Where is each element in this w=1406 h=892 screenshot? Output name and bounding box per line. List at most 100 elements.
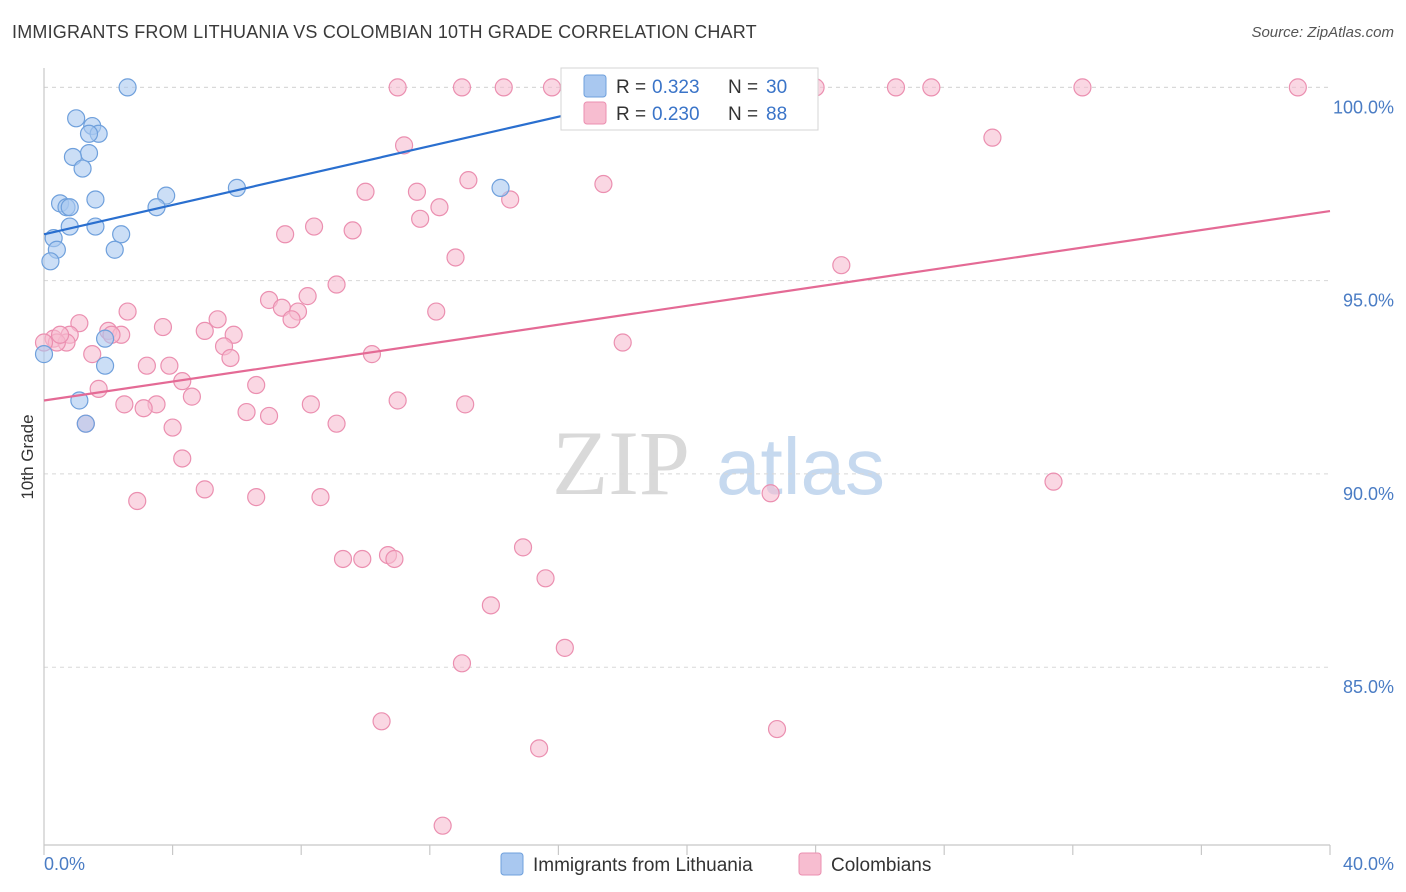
colombians-point-2: [494, 78, 513, 97]
colombians-point-66: [173, 449, 192, 468]
lithuania-point-25: [95, 356, 115, 375]
legend-r-value-colombians: 0.230: [652, 104, 700, 125]
lithuania-point-21: [105, 240, 124, 259]
colombians-point-19: [304, 217, 324, 236]
colombians-point-11: [983, 128, 1002, 147]
colombians-point-78: [536, 569, 555, 588]
colombians-point-50: [160, 356, 179, 375]
lithuania-point-10: [157, 186, 176, 205]
legend-n-value-lithuania: 30: [766, 77, 787, 98]
colombians-point-18: [411, 209, 430, 228]
colombians-point-79: [481, 596, 500, 615]
colombians-point-72: [761, 484, 780, 503]
colombians-point-73: [513, 538, 533, 557]
legend-n-label-colombians: N =: [728, 104, 758, 125]
colombians-point-24: [327, 275, 346, 294]
legend-r-value-lithuania: 0.323: [652, 77, 700, 98]
y-tick-label-95: 95.0%: [1343, 291, 1394, 311]
lithuania-point-1: [67, 109, 86, 128]
colombians-point-1: [452, 78, 472, 97]
lithuania-point-5: [79, 144, 99, 163]
colombians-trend-line: [43, 209, 1331, 402]
colombians-point-3: [542, 78, 562, 97]
legend-n-value-colombians: 88: [766, 104, 787, 125]
colombians-point-63: [327, 414, 346, 433]
colombians-point-7: [922, 78, 941, 97]
colombians-point-23: [832, 256, 851, 275]
colombians-point-31: [282, 310, 301, 329]
legend-r-label-colombians: R =: [616, 104, 646, 125]
colombians-point-8: [1073, 78, 1092, 97]
colombians-point-62: [259, 406, 279, 426]
bottom-legend-label-lithuania: Immigrants from Lithuania: [533, 855, 753, 876]
lithuania-point-14: [60, 198, 79, 217]
colombians-point-74: [333, 549, 353, 569]
colombians-point-39: [224, 325, 243, 344]
colombians-point-10: [394, 136, 414, 155]
colombians-point-80: [555, 638, 574, 657]
lithuania-points: [34, 78, 674, 433]
colombians-point-87: [50, 325, 70, 344]
legend-swatch-lithuania: [583, 74, 607, 98]
bottom-legend-swatch-lithuania: [500, 852, 524, 876]
colombians-point-29: [427, 302, 446, 321]
colombians-point-9: [1288, 78, 1307, 97]
lithuania-point-6: [63, 147, 83, 167]
colombians-point-83: [767, 719, 787, 739]
watermark-atlas: atlas: [716, 422, 885, 511]
colombians-point-61: [237, 402, 256, 422]
y-tick-label-90: 90.0%: [1343, 484, 1394, 504]
colombians-point-12: [594, 174, 613, 194]
series-legend: Immigrants from Lithuania Colombians: [500, 852, 931, 876]
colombians-point-16: [501, 190, 520, 209]
colombians-point-17: [430, 198, 449, 217]
y-tick-label-85: 85.0%: [1343, 677, 1394, 697]
colombians-point-60: [134, 399, 153, 418]
colombians-point-81: [452, 654, 472, 673]
colombians-point-47: [221, 348, 240, 368]
colombians-point-14: [356, 182, 375, 201]
x-tick-label-max: 40.0%: [1343, 854, 1394, 874]
chart-title: IMMIGRANTS FROM LITHUANIA VS COLOMBIAN 1…: [12, 22, 757, 42]
colombians-point-21: [343, 221, 362, 240]
colombians-point-59: [115, 395, 134, 414]
colombians-point-44: [613, 333, 632, 352]
colombians-point-15: [407, 182, 427, 201]
lithuania-point-18: [112, 225, 131, 244]
colombians-point-65: [163, 418, 182, 437]
colombians-point-53: [89, 379, 108, 398]
colombians-point-25: [298, 287, 317, 306]
colombians-point-75: [353, 549, 372, 569]
lithuania-point-22: [41, 252, 60, 271]
correlation-legend: R = 0.323 N = 30 R = 0.230 N = 88: [560, 67, 819, 131]
colombians-point-20: [276, 225, 295, 244]
colombians-point-52: [247, 375, 266, 395]
colombians-point-57: [301, 395, 320, 414]
colombians-point-33: [70, 314, 89, 333]
colombians-point-54: [182, 387, 201, 406]
lithuania-point-11: [86, 190, 105, 209]
colombians-point-6: [886, 78, 906, 97]
lithuania-point-0: [118, 78, 137, 97]
lithuania-point-7: [73, 159, 92, 178]
colombians-point-85: [433, 816, 452, 835]
colombians-point-32: [208, 310, 227, 329]
colombians-point-30: [118, 302, 137, 321]
colombians-point-70: [311, 488, 330, 507]
gridlines: [44, 86, 1330, 668]
lithuania-point-4: [79, 124, 99, 143]
colombians-point-82: [372, 712, 391, 731]
colombians-point-34: [153, 317, 173, 337]
bottom-legend-label-colombians: Colombians: [831, 855, 931, 876]
y-tick-labels: 85.0% 90.0% 95.0% 100.0%: [1333, 97, 1394, 697]
colombians-point-22: [446, 248, 465, 267]
lithuania-point-24: [34, 345, 54, 364]
source-label: Source: ZipAtlas.com: [1251, 24, 1394, 41]
legend-r-label-lithuania: R =: [616, 77, 646, 98]
y-tick-label-100: 100.0%: [1333, 97, 1394, 117]
colombians-point-13: [459, 171, 478, 190]
colombians-point-38: [195, 321, 214, 341]
watermark-zip: ZIP: [552, 412, 690, 514]
x-ticks: [43, 845, 1331, 855]
